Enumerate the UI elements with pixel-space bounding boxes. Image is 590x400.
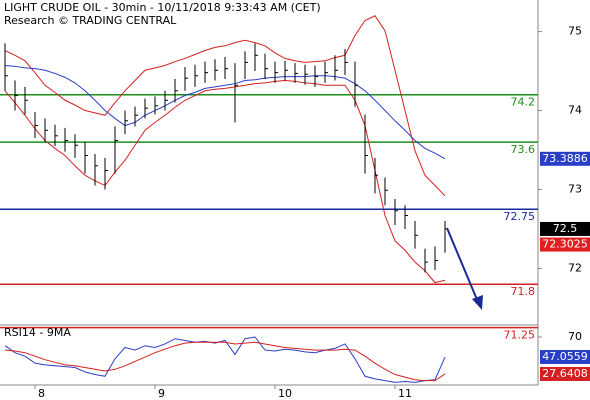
chart-title: LIGHT CRUDE OIL - 30min - 10/11/2018 9:3… — [4, 1, 321, 14]
x-tick-label: 9 — [158, 387, 165, 400]
rsi-badge — [540, 366, 590, 381]
y-tick-label: 74 — [568, 104, 582, 117]
level-label: 71.25 — [504, 329, 536, 342]
overlay-line — [4, 80, 446, 284]
overlay-line — [4, 65, 446, 160]
overlay-line — [4, 15, 446, 197]
x-tick-label: 8 — [38, 387, 45, 400]
last-price-badge-text: 72.5 — [553, 222, 578, 235]
y-tick-label: 72 — [568, 261, 582, 274]
price-label-badge-text: 72.3025 — [542, 238, 588, 251]
rsi-badge — [540, 350, 590, 365]
marks: 72 73 74 75 70 8 9 10 11 74.2 73.6 72.75 71.8 71.25 73… — [0, 15, 590, 400]
rsi-line — [4, 336, 446, 383]
rsi-tick-label: 70 — [568, 330, 582, 343]
price-badge-text: 73.3886 — [542, 152, 588, 165]
x-tick-label: 11 — [398, 387, 412, 400]
y-tick-label: 73 — [568, 182, 582, 195]
price-label-badge — [540, 237, 590, 252]
forecast-arrow-head — [472, 295, 483, 310]
level-label: 71.8 — [511, 285, 536, 298]
level-label: 73.6 — [511, 143, 536, 156]
rsi-badge-text: 27.6408 — [542, 367, 588, 380]
x-tick-label: 10 — [278, 387, 292, 400]
level-label: 72.75 — [504, 210, 536, 223]
rsi-line — [4, 341, 446, 382]
level-label: 74.2 — [511, 96, 536, 109]
chart-subtitle: Research © TRADING CENTRAL — [4, 14, 177, 27]
last-price-badge — [540, 221, 590, 236]
price-badge — [540, 151, 590, 166]
rsi-badge-text: 47.0559 — [542, 350, 588, 363]
rsi-label: RSI14 - 9MA — [4, 326, 71, 339]
y-tick-label: 75 — [568, 25, 582, 38]
forecast-arrow — [446, 227, 479, 303]
